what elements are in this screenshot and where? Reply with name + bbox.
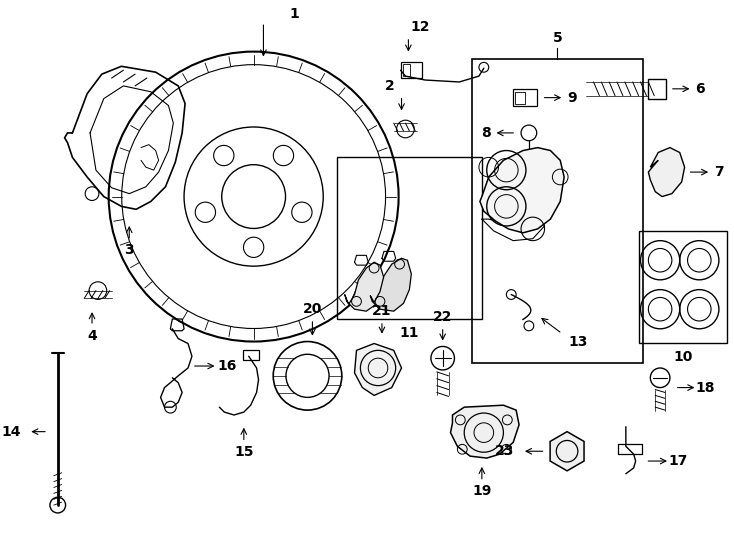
Text: 3: 3	[125, 244, 134, 258]
Polygon shape	[550, 431, 584, 471]
Bar	[515, 92, 525, 104]
Text: 21: 21	[372, 304, 392, 318]
Bar	[401, 63, 422, 78]
Text: 2: 2	[385, 79, 395, 93]
Text: 6: 6	[696, 82, 705, 96]
Text: 1: 1	[290, 8, 299, 22]
Text: 17: 17	[668, 454, 688, 468]
Text: 16: 16	[217, 359, 237, 373]
Text: 5: 5	[553, 31, 562, 45]
Polygon shape	[480, 147, 564, 233]
Text: 18: 18	[695, 381, 715, 395]
Text: 11: 11	[399, 326, 419, 340]
Polygon shape	[451, 405, 519, 458]
Text: 12: 12	[410, 20, 430, 34]
Polygon shape	[345, 262, 384, 311]
Text: 22: 22	[433, 310, 452, 324]
Polygon shape	[370, 258, 411, 311]
Text: 7: 7	[714, 165, 724, 179]
Bar	[513, 89, 537, 106]
Text: 15: 15	[234, 445, 253, 459]
Polygon shape	[648, 147, 685, 197]
Text: 23: 23	[495, 444, 515, 458]
Text: 14: 14	[1, 424, 21, 438]
Text: 20: 20	[302, 302, 322, 316]
Text: 4: 4	[87, 329, 97, 343]
Text: 8: 8	[481, 126, 490, 140]
Text: 19: 19	[472, 484, 492, 498]
Bar	[472, 59, 644, 363]
Text: 13: 13	[568, 335, 587, 348]
Bar	[639, 231, 727, 343]
Bar	[243, 350, 258, 360]
Bar	[402, 64, 410, 76]
Bar	[648, 79, 666, 99]
Text: 9: 9	[567, 91, 577, 105]
Text: 10: 10	[673, 350, 692, 364]
Polygon shape	[355, 343, 401, 395]
Bar	[337, 157, 482, 319]
